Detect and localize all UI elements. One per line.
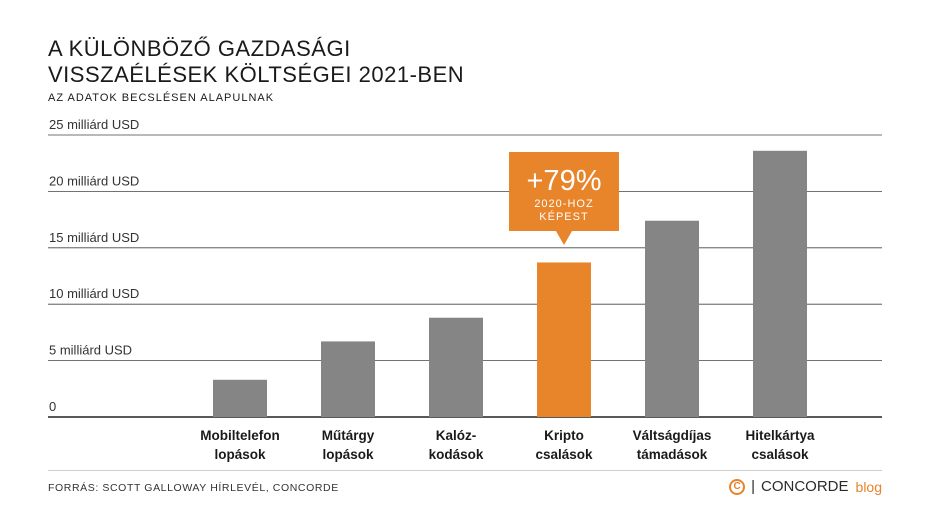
annotation-small-text-1: KÉPEST <box>539 210 588 223</box>
category-label-3-1: csalások <box>535 447 593 462</box>
bar-3 <box>537 262 591 417</box>
bar-chart: 0 5 milliárd USD 10 milliárd USD 15 milliár… <box>48 117 882 462</box>
bar-2 <box>429 317 483 417</box>
category-label-3-0: Kripto <box>544 428 584 443</box>
logo-name: CONCORDE <box>761 478 849 495</box>
annotation-small-text-0: 2020-HOZ <box>534 198 593 210</box>
category-label-4-0: Váltságdíjas <box>633 428 712 443</box>
y-tick-label-25: 25 milliárd USD <box>49 117 139 132</box>
category-label-1-1: lopások <box>322 447 374 462</box>
chart-subtitle: AZ ADATOK BECSLÉSEN ALAPULNAK <box>48 92 275 104</box>
category-label-2-1: kodások <box>429 447 484 462</box>
annotation-callout-box <box>509 152 619 245</box>
logo-separator: | <box>751 478 756 495</box>
category-label-2-0: Kalóz- <box>436 428 477 443</box>
footer-divider <box>48 470 882 471</box>
category-label-5-0: Hitelkártya <box>745 428 815 443</box>
logo-suffix: blog <box>855 478 882 495</box>
y-tick-label-20: 20 milliárd USD <box>49 173 139 188</box>
bar-0 <box>213 379 267 417</box>
concorde-c-icon: C <box>729 478 746 495</box>
chart-title-line-2: VISSZAÉLÉSEK KÖLTSÉGEI 2021-BEN <box>48 62 465 87</box>
chart-title: A KÜLÖNBÖZŐ GAZDASÁGI VISSZAÉLÉSEK KÖLTS… <box>48 36 464 88</box>
category-label-4-1: támadások <box>637 447 708 462</box>
y-tick-label-5: 5 milliárd USD <box>49 343 132 358</box>
category-label-0-0: Mobiltelefon <box>200 428 280 443</box>
concorde-logo: C | CONCORDE blog <box>729 478 882 495</box>
bar-4 <box>645 220 699 417</box>
category-label-5-1: csalások <box>751 447 809 462</box>
y-tick-label-15: 15 milliárd USD <box>49 230 139 245</box>
category-label-1-0: Műtárgy <box>322 428 375 443</box>
bar-5 <box>753 150 807 418</box>
y-tick-label-0: 0 <box>49 399 56 414</box>
bar-1 <box>321 341 375 417</box>
y-tick-label-10: 10 milliárd USD <box>49 286 139 301</box>
chart-title-line-1: A KÜLÖNBÖZŐ GAZDASÁGI <box>48 36 351 61</box>
category-label-0-1: lopások <box>214 447 266 462</box>
annotation-big-text: +79% <box>527 165 602 197</box>
source-note: FORRÁS: SCOTT GALLOWAY HÍRLEVÉL, CONCORD… <box>48 482 339 494</box>
